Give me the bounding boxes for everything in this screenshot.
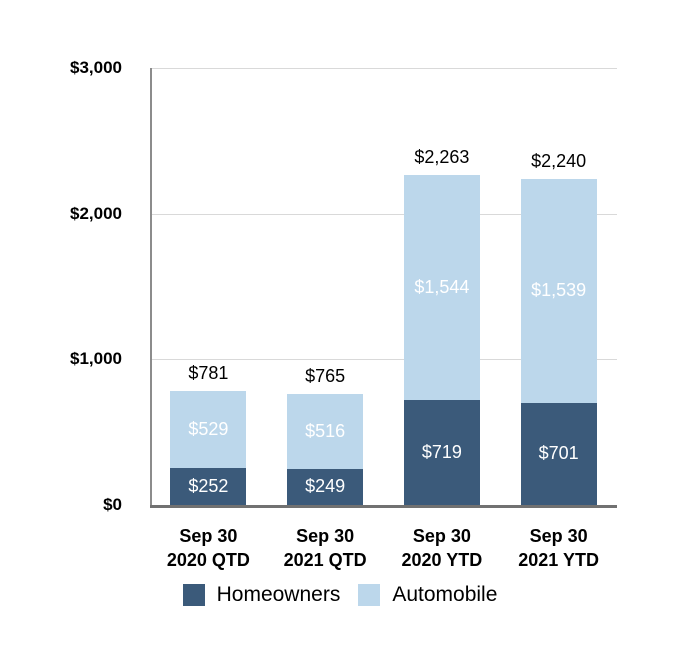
- bar-value-label: $701: [538, 443, 579, 464]
- y-axis-line: [150, 68, 152, 508]
- legend-item-homeowners: Homeowners: [182, 583, 341, 607]
- x-category-label-line: 2021 YTD: [518, 550, 599, 570]
- x-category-label-line: Sep 30: [179, 526, 238, 546]
- x-category-label: Sep 30 2021 QTD: [267, 524, 384, 572]
- bar-value-label: $1,539: [531, 280, 587, 301]
- bar-value-label: $719: [421, 442, 462, 463]
- bar-segment-automobile: $1,544: [403, 175, 480, 401]
- x-category-label-line: Sep 30: [529, 526, 588, 546]
- bar-value-label: $529: [188, 419, 229, 440]
- bar-total-label: $2,263: [414, 147, 470, 168]
- bar-total-label: $765: [305, 365, 346, 386]
- x-category-label: Sep 30 2021 YTD: [500, 524, 617, 572]
- bars-layer: $781 $529 $252 $765 $516 $249 $2,263 $1,544 $719…: [150, 68, 617, 505]
- legend-swatch-automobile: [358, 584, 381, 606]
- legend-label: Homeowners: [216, 583, 341, 606]
- bar-total-label: $2,240: [531, 150, 587, 171]
- x-category-label-line: 2020 QTD: [166, 550, 250, 570]
- gridline: [150, 213, 617, 215]
- legend-item-automobile: Automobile: [358, 583, 497, 607]
- category-column: $781 $529 $252: [150, 68, 267, 505]
- bar-segment-automobile: $1,539: [520, 178, 597, 403]
- bar: $529 $252: [170, 391, 247, 505]
- x-category-label-line: Sep 30: [296, 526, 355, 546]
- gridline: [150, 359, 617, 361]
- bar: $1,539 $701: [520, 178, 597, 505]
- y-tick-label: $1,000: [70, 349, 122, 369]
- bar-segment-homeowners: $701: [520, 402, 597, 505]
- y-tick-label: $2,000: [70, 203, 122, 223]
- x-category-label: Sep 30 2020 QTD: [150, 524, 267, 572]
- gridline: [150, 68, 617, 69]
- x-category-label-line: 2020 YTD: [401, 550, 483, 570]
- legend-swatch-homeowners: [182, 584, 205, 606]
- y-tick-label: $3,000: [70, 58, 122, 77]
- bar-segment-automobile: $529: [170, 391, 247, 469]
- category-column: $765 $516 $249: [267, 68, 384, 505]
- x-axis-labels: Sep 30 2020 QTD Sep 30 2021 QTD Sep 30 2020 Y…: [150, 524, 617, 572]
- category-column: $2,240 $1,539 $701: [500, 68, 617, 505]
- legend: Homeowners Automobile: [0, 583, 680, 607]
- bar-total-label: $781: [188, 363, 229, 384]
- x-category-label: Sep 30 2020 YTD: [384, 524, 501, 572]
- category-column: $2,263 $1,544 $719: [384, 68, 501, 505]
- bar-value-label: $252: [188, 476, 229, 497]
- bar-value-label: $249: [305, 476, 346, 497]
- bar-value-label: $1,544: [414, 277, 470, 298]
- plot-area: $781 $529 $252 $765 $516 $249 $2,263 $1,544 $719…: [150, 68, 617, 508]
- bar-value-label: $516: [305, 420, 346, 441]
- x-axis-line: [150, 505, 617, 508]
- legend-label: Automobile: [392, 583, 498, 606]
- bar: $1,544 $719: [403, 175, 480, 505]
- bar-segment-automobile: $516: [287, 393, 364, 469]
- y-tick-label: $0: [103, 495, 122, 514]
- bar: $516 $249: [287, 393, 364, 505]
- bar-segment-homeowners: $719: [403, 400, 480, 505]
- x-category-label-line: 2021 QTD: [283, 550, 367, 570]
- bar-segment-homeowners: $252: [170, 468, 247, 505]
- bar-segment-homeowners: $249: [287, 468, 364, 505]
- x-category-label-line: Sep 30: [412, 526, 471, 546]
